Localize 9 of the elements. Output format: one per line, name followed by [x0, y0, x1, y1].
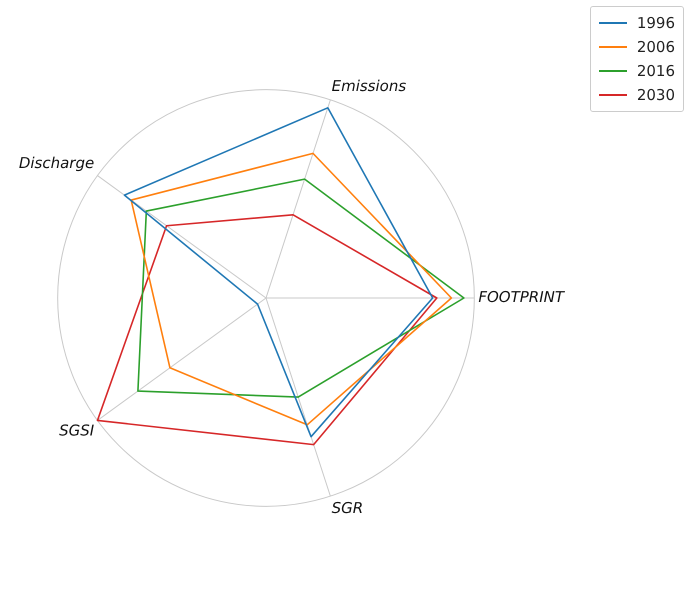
spoke-label: FOOTPRINT — [478, 288, 566, 306]
legend-label: 2016 — [636, 61, 675, 82]
spoke-label: Discharge — [18, 154, 94, 172]
spoke-label: Emissions — [332, 76, 406, 95]
legend-label: 2006 — [636, 37, 675, 58]
spoke-label: SGR — [332, 498, 364, 517]
spoke-label: SGSI — [59, 422, 95, 440]
legend-label: 1996 — [636, 13, 675, 34]
legend-label: 2030 — [636, 85, 675, 106]
